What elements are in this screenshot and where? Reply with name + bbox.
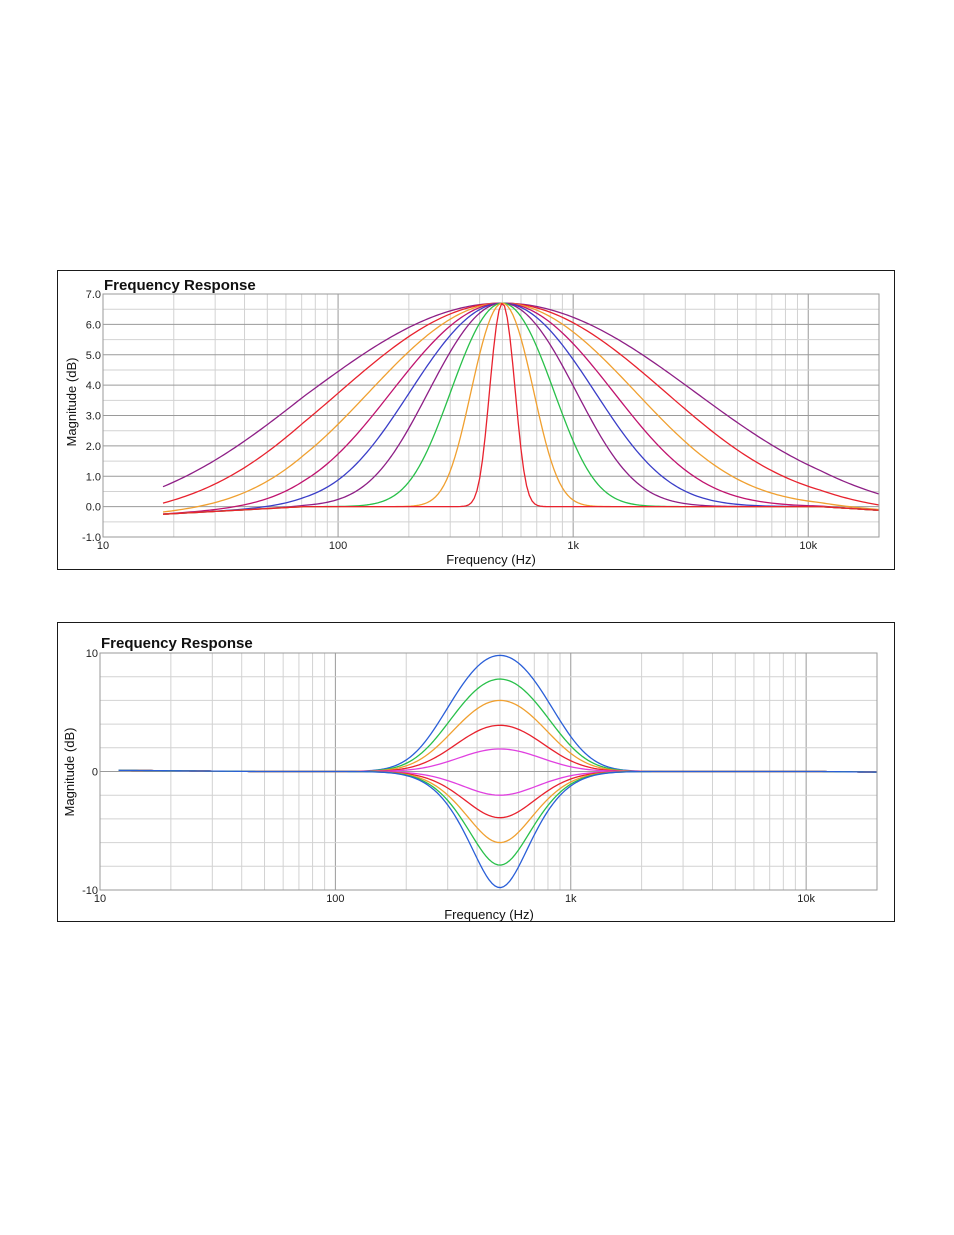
- y-tick-label: 2.0: [86, 441, 101, 453]
- chart-top-svg: -1.0 0.0 1.0 2.0 3.0 4.0 5.0 6.0 7.0 10 100 1k 10k F…: [64, 277, 880, 567]
- y-tick-label: -10: [82, 885, 98, 897]
- series-line-8: [118, 769, 878, 844]
- chart-title: Frequency Response: [104, 277, 256, 294]
- x-axis-label: Frequency (Hz): [444, 907, 534, 922]
- y-tick-label: 10: [86, 648, 98, 660]
- x-axis-label: Frequency (Hz): [446, 552, 536, 567]
- chart-bottom-svg: -10 0 10 10 100 1k 10k Frequency Response Freq…: [62, 635, 878, 922]
- y-tick-label: 4.0: [86, 380, 101, 392]
- chart-panel-bottom: -10 0 10 10 100 1k 10k Frequency Response Freq…: [57, 622, 895, 922]
- series-line-5: [162, 302, 880, 515]
- series-group: [162, 302, 880, 515]
- y-tick-label: 6.0: [86, 319, 101, 331]
- x-tick-label: 100: [329, 540, 347, 552]
- y-axis-label: Magnitude (dB): [64, 358, 79, 447]
- y-tick-label: 3.0: [86, 411, 101, 423]
- y-tick-label: 1.0: [86, 471, 101, 483]
- y-tick-label: -1.0: [82, 532, 101, 544]
- series-line-6: [118, 769, 878, 796]
- series-group: [118, 654, 878, 889]
- x-tick-label: 10k: [797, 893, 815, 905]
- x-tick-label: 1k: [567, 540, 579, 552]
- series-line-1: [118, 654, 878, 773]
- grid: [102, 293, 880, 538]
- chart-panel-top: -1.0 0.0 1.0 2.0 3.0 4.0 5.0 6.0 7.0 10 100 1k 10k F…: [57, 270, 895, 570]
- tick-labels: -1.0 0.0 1.0 2.0 3.0 4.0 5.0 6.0 7.0 10 100 1k 10k: [82, 289, 818, 552]
- x-tick-label: 10k: [799, 540, 817, 552]
- series-line-2: [162, 302, 880, 506]
- series-line-3: [162, 302, 880, 513]
- plot-area-frame: [99, 652, 878, 891]
- series-line-5: [118, 748, 878, 773]
- series-line-3: [118, 699, 878, 773]
- series-line-4: [162, 302, 880, 515]
- series-line-10: [118, 769, 878, 889]
- y-tick-label: 0.0: [86, 502, 101, 514]
- x-tick-label: 10: [97, 540, 109, 552]
- series-line-7: [118, 769, 878, 819]
- y-axis-label: Magnitude (dB): [62, 728, 77, 817]
- chart-title: Frequency Response: [101, 635, 253, 652]
- x-tick-label: 100: [326, 893, 344, 905]
- y-tick-label: 5.0: [86, 350, 101, 362]
- y-tick-label: 7.0: [86, 289, 101, 301]
- y-tick-label: 0: [92, 767, 98, 779]
- x-tick-label: 10: [94, 893, 106, 905]
- series-line-9: [162, 302, 880, 515]
- tick-labels: -10 0 10 10 100 1k 10k: [82, 648, 815, 905]
- plot-area-frame: [102, 293, 880, 538]
- x-tick-label: 1k: [565, 893, 577, 905]
